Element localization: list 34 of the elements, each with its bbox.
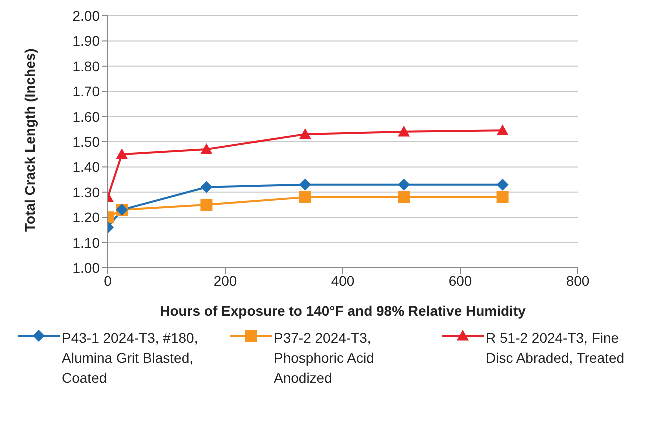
point — [299, 178, 312, 191]
y-tick-label: 2.00 — [72, 8, 100, 24]
point — [496, 178, 509, 191]
y-tick-label: 1.50 — [72, 134, 100, 150]
point — [200, 144, 213, 154]
point — [496, 124, 509, 136]
point — [398, 126, 410, 137]
x-tick-label: 800 — [566, 272, 590, 289]
x-tick-label: 200 — [214, 272, 238, 289]
point — [116, 148, 128, 160]
x-tick-label: 0 — [104, 272, 112, 289]
x-axis-title: Hours of Exposure to 140°F and 98% Relative Humidity — [160, 303, 526, 319]
y-tick-label: 1.40 — [72, 159, 100, 176]
y-tick-label: 1.30 — [72, 184, 100, 200]
legend-label: P37-2 2024-T3, Phosphoric Acid Anodized — [274, 329, 376, 388]
point — [299, 191, 312, 204]
y-tick-label: 1.70 — [72, 84, 100, 100]
y-axis-title: Total Crack Length (Inches) — [22, 48, 38, 232]
x-tick-label: 600 — [448, 272, 472, 289]
y-tick-label: 1.60 — [72, 108, 100, 125]
point — [200, 199, 213, 211]
y-tick-label: 1.00 — [72, 260, 100, 276]
x-tick-label: 400 — [331, 272, 355, 289]
legend-label: R 51-2 2024-T3, Fine Disc Abraded, Treated — [486, 329, 626, 368]
point — [299, 128, 312, 140]
y-tick-label: 1.90 — [72, 33, 100, 50]
legend-label: P43-1 2024-T3, #180, Alumina Grit Blasted, Coated — [62, 329, 200, 388]
point — [398, 178, 410, 191]
point — [398, 191, 410, 204]
point — [496, 191, 509, 204]
point — [200, 181, 213, 194]
y-tick-label: 1.20 — [72, 210, 100, 226]
y-tick-label: 1.10 — [72, 234, 100, 251]
y-tick-label: 1.80 — [72, 58, 100, 74]
